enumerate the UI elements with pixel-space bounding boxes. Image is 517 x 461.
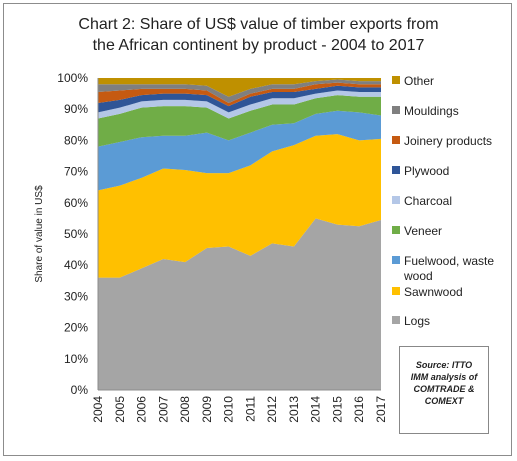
y-tick-label: 0%: [71, 383, 89, 397]
y-tick-label: 10%: [64, 352, 88, 366]
chart-title: Chart 2: Share of US$ value of timber ex…: [4, 14, 513, 56]
y-tick-label: 20%: [64, 321, 88, 335]
y-tick-label: 30%: [64, 289, 88, 303]
legend-label-veneer: Veneer: [404, 224, 442, 238]
area-fuelwood-waste-wood: [98, 110, 381, 191]
x-tick-label: 2009: [200, 396, 214, 423]
y-tick-label: 90%: [64, 102, 88, 116]
x-tick-label: 2016: [352, 396, 366, 423]
chart-title-line-2: the African continent by product - 2004 …: [92, 37, 425, 54]
y-tick-label: 70%: [64, 165, 88, 179]
legend-swatch-joinery-products: [392, 136, 400, 144]
x-tick-label: 2012: [265, 396, 279, 423]
legend-swatch-sawnwood: [392, 287, 400, 295]
y-tick-label: 80%: [64, 133, 88, 147]
area-charcoal: [98, 90, 381, 119]
chart-title-line-1: Chart 2: Share of US$ value of timber ex…: [78, 16, 439, 33]
area-other: [98, 78, 381, 97]
legend-label-fuelwood-waste-wood: Fuelwood, waste wood: [403, 254, 494, 283]
area-joinery-products: [98, 82, 381, 107]
legend-swatch-plywood: [392, 166, 400, 174]
y-axis-title: Share of value in US$: [34, 185, 45, 283]
area-series-group: [98, 78, 381, 390]
x-tick-label: 2006: [135, 396, 149, 423]
x-tick-label: 2017: [374, 396, 388, 423]
source-note-line-1: Source: ITTO: [415, 360, 473, 370]
x-tick-label: 2011: [243, 396, 257, 422]
legend-label-joinery-products: Joinery products: [404, 134, 492, 148]
y-tick-label: 40%: [64, 258, 88, 272]
legend-label-plywood: Plywood: [404, 164, 449, 178]
legend-swatch-charcoal: [392, 196, 400, 204]
legend-label-mouldings: Mouldings: [404, 104, 459, 118]
legend-label-sawnwood: Sawnwood: [404, 285, 463, 299]
x-tick-label: 2014: [309, 396, 323, 423]
y-tick-label: 50%: [64, 227, 88, 241]
area-veneer: [98, 95, 381, 147]
x-tick-label: 2005: [113, 396, 127, 423]
x-tick-label: 2010: [222, 396, 236, 423]
axes-group: 0% 10% 20% 30% 40% 50% 60% 70% 80% 90% 100% 2004 200…: [34, 71, 388, 423]
legend-swatch-veneer: [392, 226, 400, 234]
legend: Other Mouldings Joinery products Plywood Cha…: [392, 74, 494, 328]
legend-label-charcoal: Charcoal: [404, 194, 452, 208]
legend-label-other: Other: [404, 74, 434, 88]
legend-swatch-logs: [392, 316, 400, 324]
source-note: Source: ITTO IMM analysis of COMTRADE & …: [399, 346, 489, 434]
legend-swatch-fuelwood-waste-wood: [392, 256, 400, 264]
x-tick-label: 2007: [156, 396, 170, 423]
x-tick-label: 2013: [287, 396, 301, 423]
source-note-line-4: COMEXT: [424, 396, 464, 406]
x-tick-label: 2008: [178, 396, 192, 423]
area-sawnwood: [98, 134, 381, 278]
area-plywood: [98, 85, 381, 113]
legend-swatch-other: [392, 76, 400, 84]
legend-swatch-mouldings: [392, 106, 400, 114]
y-tick-label: 60%: [64, 196, 88, 210]
y-tick-label: 100%: [57, 71, 88, 85]
source-note-line-2: IMM analysis of: [410, 372, 478, 382]
area-logs: [98, 218, 381, 390]
x-tick-label: 2004: [91, 396, 105, 423]
area-mouldings: [98, 79, 381, 103]
x-tick-label: 2015: [330, 396, 344, 423]
source-note-line-3: COMTRADE &: [413, 384, 475, 394]
legend-label-logs: Logs: [404, 314, 430, 328]
